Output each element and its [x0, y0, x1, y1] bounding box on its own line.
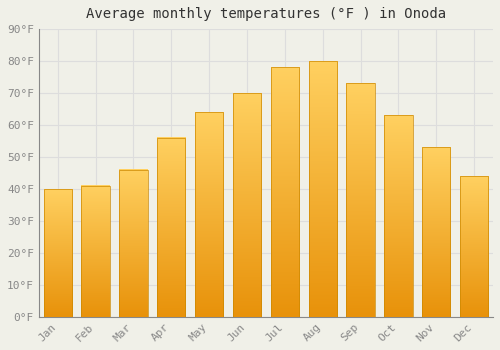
- Bar: [346, 83, 375, 317]
- Bar: [157, 138, 186, 317]
- Bar: [308, 61, 337, 317]
- Bar: [384, 116, 412, 317]
- Bar: [82, 186, 110, 317]
- Bar: [44, 189, 72, 317]
- Title: Average monthly temperatures (°F ) in Onoda: Average monthly temperatures (°F ) in On…: [86, 7, 446, 21]
- Bar: [233, 93, 261, 317]
- Bar: [422, 147, 450, 317]
- Bar: [270, 68, 299, 317]
- Bar: [119, 170, 148, 317]
- Bar: [460, 176, 488, 317]
- Bar: [195, 112, 224, 317]
